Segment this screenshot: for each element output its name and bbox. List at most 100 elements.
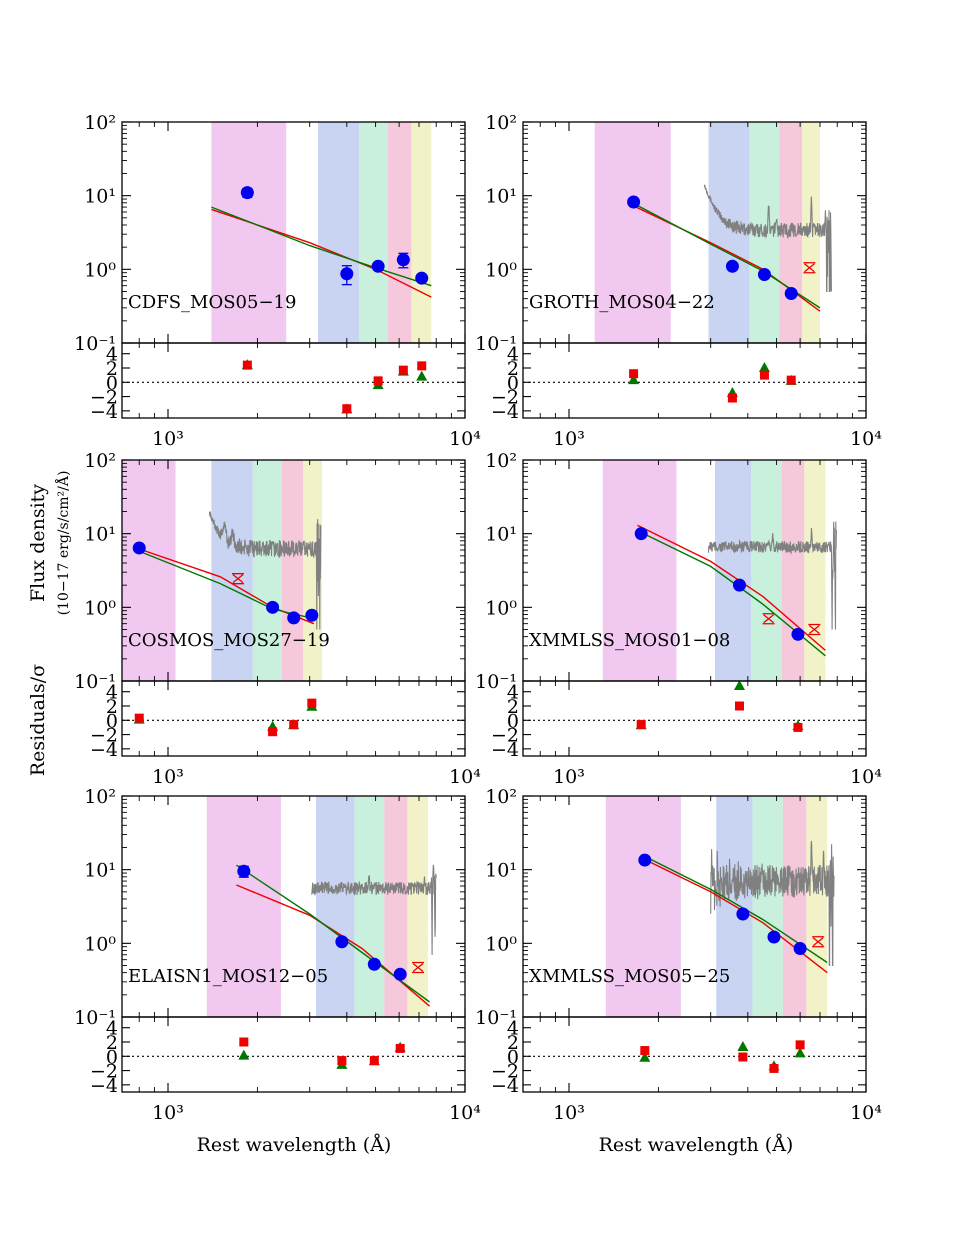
residual-green-marker	[628, 374, 640, 385]
filter-band	[122, 460, 176, 681]
residual-red-marker	[134, 713, 144, 723]
y-tick-label: 10²	[485, 450, 517, 472]
photometry-point	[757, 268, 771, 282]
photometry-point	[287, 611, 301, 625]
filter-band	[605, 796, 681, 1017]
y-tick-label: 10¹	[485, 860, 517, 882]
x-tick-label: 10³	[152, 1102, 184, 1124]
filter-band	[206, 796, 281, 1017]
object-label: XMMLSS_MOS01−08	[529, 630, 730, 651]
residual-red-marker	[268, 727, 278, 737]
excluded-point	[412, 961, 425, 974]
fit-line-green	[640, 853, 828, 964]
y-tick-label: 10⁰	[84, 933, 116, 955]
resid-tick-label: 4	[106, 344, 118, 366]
resid-tick-label: −4	[491, 739, 519, 761]
resid-tick-label: 0	[507, 710, 519, 732]
residual-frame	[121, 342, 466, 419]
resid-tick-label: −2	[491, 387, 519, 409]
resid-tick-label: −2	[90, 1061, 118, 1083]
resid-tick-label: −2	[90, 725, 118, 747]
residual-red-marker	[769, 1063, 779, 1073]
y-tick-label: 10¹	[485, 524, 517, 546]
residual-red-marker	[337, 1056, 347, 1066]
resid-tick-label: 2	[106, 358, 118, 380]
filter-band	[802, 122, 820, 343]
x-tick-label: 10⁴	[850, 1102, 882, 1124]
filter-band	[407, 796, 428, 1017]
residual-green-marker	[733, 680, 745, 690]
photometry-point	[371, 259, 385, 273]
photometry-point	[237, 864, 251, 878]
residual-red-marker	[793, 722, 803, 732]
plot-area	[594, 122, 832, 343]
resid-tick-label: 4	[106, 682, 118, 704]
photometry-point	[305, 608, 319, 622]
x-tick-label: 10⁴	[850, 428, 882, 450]
residual-red-marker	[239, 1037, 249, 1047]
photometry-point	[240, 186, 254, 200]
spectrum-line	[703, 184, 832, 293]
residual-frame	[121, 680, 466, 757]
resid-tick-label: 2	[106, 696, 118, 718]
residual-red-marker	[734, 701, 744, 711]
photometry-point	[132, 541, 146, 555]
filter-band	[354, 796, 385, 1017]
residual-green-marker	[794, 1047, 806, 1058]
photometry-point	[736, 907, 750, 921]
residual-red-marker	[636, 720, 646, 730]
filter-band	[806, 796, 828, 1017]
excluded-point	[812, 936, 825, 948]
resid-tick-label: −4	[90, 739, 118, 761]
resid-tick-label: −2	[491, 725, 519, 747]
filter-band	[359, 122, 388, 343]
residual-red-marker	[307, 698, 317, 708]
excluded-point	[762, 613, 775, 625]
resid-tick-label: 2	[507, 696, 519, 718]
resid-tick-label: 2	[507, 1032, 519, 1054]
ylabel-residuals: Residuals/σ	[27, 664, 49, 776]
y-tick-label: 10⁻¹	[475, 671, 517, 693]
filter-band	[318, 122, 360, 343]
plot-area	[211, 122, 432, 343]
residual-red-marker	[727, 393, 737, 403]
residual-red-marker	[795, 1040, 805, 1050]
photometry-point	[335, 935, 349, 949]
y-tick-label: 10⁻¹	[74, 671, 116, 693]
excluded-point	[231, 573, 244, 585]
y-tick-label: 10⁰	[485, 933, 517, 955]
resid-tick-label: 4	[507, 682, 519, 704]
residual-red-marker	[395, 1043, 405, 1053]
plot-area	[602, 460, 837, 681]
y-tick-label: 10⁰	[485, 597, 517, 619]
resid-tick-label: 0	[106, 372, 118, 394]
photometry-point	[732, 578, 746, 592]
fit-line-green	[211, 206, 432, 287]
photometry-point	[367, 957, 381, 971]
x-tick-label: 10³	[152, 428, 184, 450]
filter-band	[781, 460, 805, 681]
object-label: XMMLSS_MOS05−25	[529, 966, 730, 987]
residual-red-marker	[369, 1056, 379, 1066]
residual-red-marker	[738, 1052, 748, 1062]
y-tick-label: 10¹	[84, 186, 116, 208]
filter-band	[384, 796, 408, 1017]
resid-tick-label: −4	[90, 401, 118, 423]
residual-red-marker	[417, 361, 427, 371]
resid-tick-label: 2	[106, 1032, 118, 1054]
resid-tick-label: −4	[90, 1075, 118, 1097]
filter-band	[708, 122, 750, 343]
plot-area	[206, 796, 437, 1017]
y-tick-label: 10⁻¹	[74, 333, 116, 355]
ylabel-main: Flux density	[27, 484, 49, 602]
photometry-point	[725, 259, 739, 273]
x-tick-label: 10⁴	[449, 766, 481, 788]
y-tick-label: 10²	[485, 112, 517, 134]
plot-area	[122, 460, 323, 681]
excluded-point	[803, 262, 816, 274]
residual-red-marker	[342, 404, 352, 414]
